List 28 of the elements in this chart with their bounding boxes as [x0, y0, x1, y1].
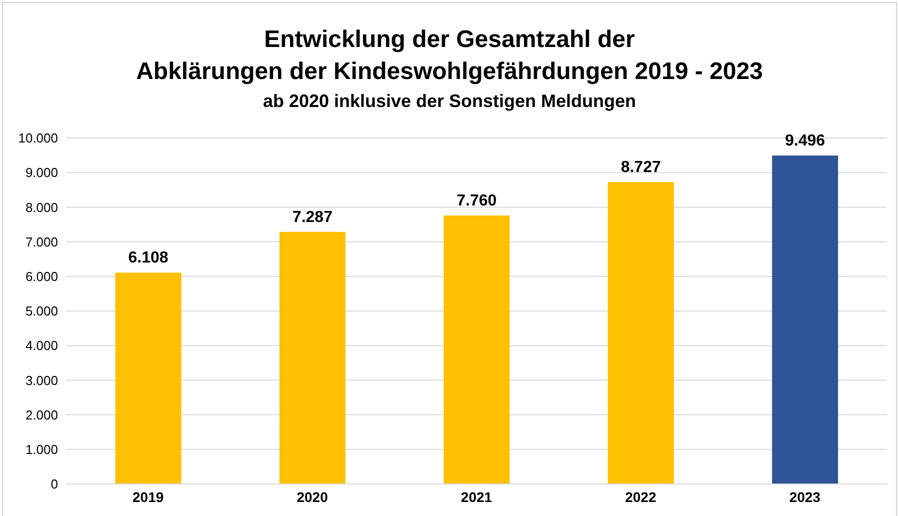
y-tick-label: 1.000 [25, 442, 58, 458]
y-tick-label: 10.000 [18, 130, 58, 146]
x-tick-label: 2020 [296, 488, 328, 505]
data-label: 6.108 [128, 250, 168, 267]
y-tick-label: 4.000 [25, 338, 58, 354]
bar [279, 232, 346, 484]
data-label: 7.760 [456, 192, 497, 210]
chart-title: Entwicklung der Gesamtzahl der Abklärungen der Kindeswohlgefährdungen 2019 - 2023 [135, 25, 764, 87]
bar [608, 182, 674, 484]
bar [115, 272, 182, 484]
x-tick-label: 2023 [789, 488, 821, 505]
y-tick-label: 8.000 [25, 200, 58, 215]
x-tick-label: 2022 [625, 488, 656, 505]
x-tick-label: 2021 [460, 488, 492, 505]
data-label: 7.287 [292, 208, 333, 226]
y-tick-label: 0 [50, 476, 58, 492]
y-tick-label: 5.000 [25, 304, 58, 319]
y-tick-label: 9.000 [25, 165, 58, 180]
y-tick-label: 2.000 [25, 407, 58, 422]
y-tick-label: 6.000 [25, 269, 58, 284]
bar [444, 216, 510, 484]
x-tick-label: 2019 [132, 488, 164, 505]
data-label: 8.727 [620, 159, 661, 176]
data-label: 9.496 [785, 132, 826, 150]
y-tick-label: 3.000 [25, 372, 58, 388]
y-tick-label: 7.000 [25, 234, 58, 250]
chart-subtitle: ab 2020 inklusive der Sonstigen Meldungen [262, 90, 638, 113]
bar [772, 155, 838, 484]
